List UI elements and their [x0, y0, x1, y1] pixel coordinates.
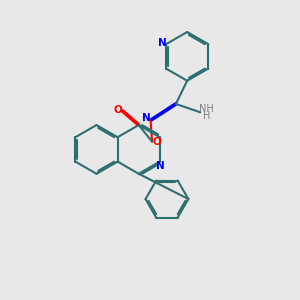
- Text: H: H: [203, 111, 211, 121]
- Text: NH: NH: [200, 104, 214, 114]
- Text: N: N: [158, 38, 166, 48]
- Text: O: O: [152, 137, 161, 147]
- Text: O: O: [113, 105, 122, 115]
- Text: N: N: [142, 113, 151, 124]
- Text: N: N: [156, 161, 164, 171]
